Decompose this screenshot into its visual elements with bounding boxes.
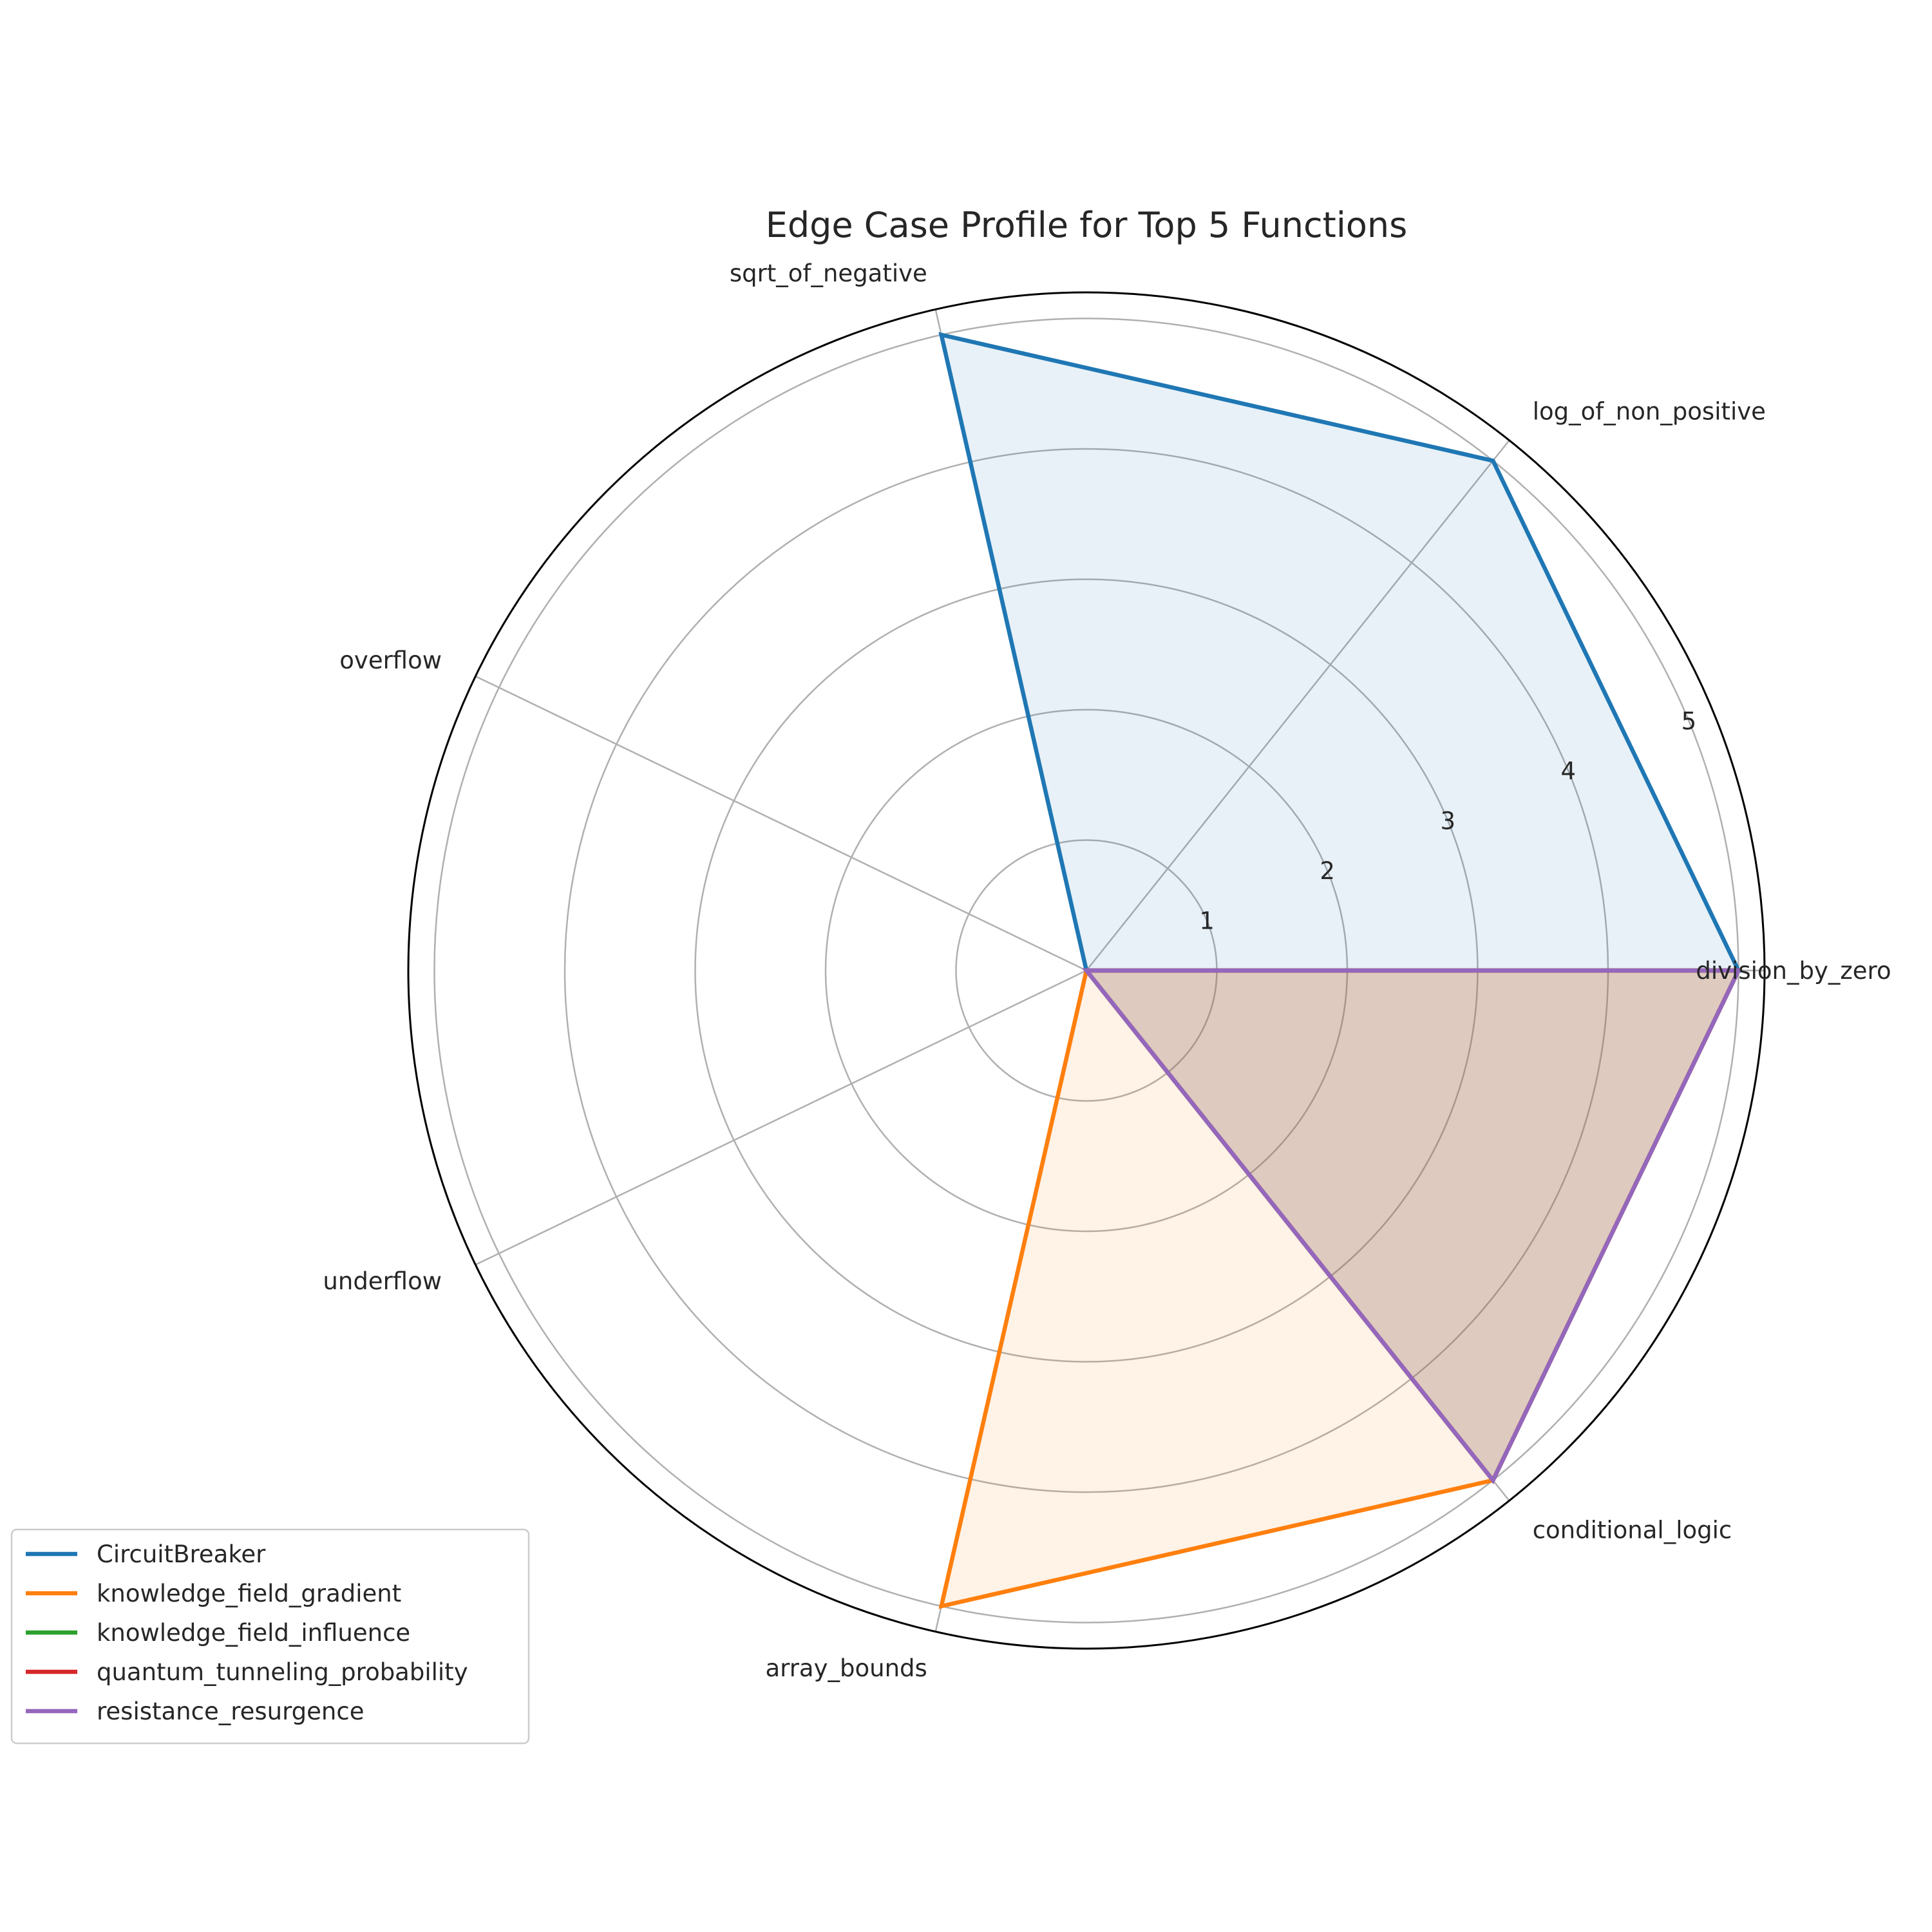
legend-entry: CircuitBreaker	[97, 1540, 266, 1568]
category-label: sqrt_of_negative	[730, 260, 927, 287]
legend-entry: resistance_resurgence	[97, 1698, 365, 1725]
legend-entry: quantum_tunneling_probability	[97, 1658, 468, 1686]
category-label: log_of_non_positive	[1533, 397, 1766, 425]
grid-spoke	[475, 969, 1087, 1266]
legend-entry: knowledge_field_gradient	[97, 1580, 401, 1607]
grid-spoke	[1086, 439, 1510, 971]
series-fill	[1086, 971, 1739, 1481]
radial-tick-label: 4	[1561, 757, 1577, 785]
category-label: overflow	[339, 647, 442, 674]
series-fill	[1086, 971, 1739, 1481]
grid-spoke	[475, 675, 1087, 972]
radial-tick-label: 1	[1199, 907, 1215, 935]
category-labels: division_by_zero log_of_non_positive sqrt_…	[323, 260, 1891, 1682]
series-line	[1082, 968, 1742, 1484]
series-fill	[1086, 971, 1739, 1481]
radial-tick-labels: 1 2 3 4 5	[1199, 708, 1696, 935]
series-fill	[941, 334, 1739, 971]
category-label: underflow	[323, 1267, 442, 1295]
chart-title: Edge Case Profile for Top 5 Functions	[766, 205, 1408, 245]
legend-entry: knowledge_field_influence	[97, 1619, 410, 1647]
series-lines	[938, 332, 1742, 1609]
polar-frame	[407, 291, 1766, 1650]
radial-tick-label: 5	[1681, 708, 1697, 735]
legend-frame	[10, 1528, 530, 1745]
category-label: conditional_logic	[1533, 1517, 1732, 1544]
radial-tick-label: 3	[1441, 808, 1456, 835]
category-label: division_by_zero	[1696, 957, 1891, 985]
legend: CircuitBreaker knowledge_field_gradientkn…	[10, 1528, 530, 1745]
radial-tick-label: 2	[1320, 857, 1335, 885]
category-label: array_bounds	[765, 1654, 927, 1682]
